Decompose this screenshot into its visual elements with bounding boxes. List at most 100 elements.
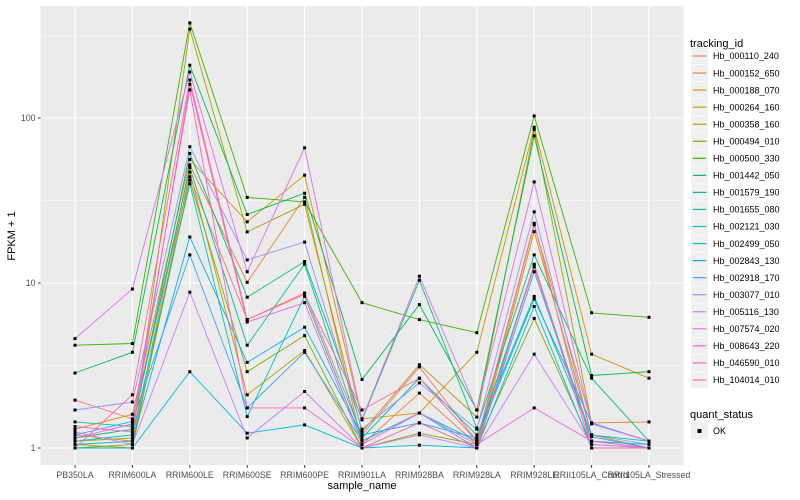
x-tick-label: RRIM600LE xyxy=(166,470,214,480)
x-tick-label: PB350LA xyxy=(56,470,93,480)
data-point xyxy=(303,423,307,427)
legend-label: Hb_000110_240 xyxy=(713,51,779,61)
data-point xyxy=(417,303,421,307)
data-point xyxy=(130,342,134,345)
data-point xyxy=(73,427,77,431)
data-point xyxy=(532,262,536,266)
data-point xyxy=(532,253,536,257)
data-point xyxy=(130,287,134,291)
data-point xyxy=(303,349,307,352)
y-axis-title: FPKM + 1 xyxy=(6,211,18,260)
legend-item-Hb_000494_010: Hb_000494_010 xyxy=(691,133,780,150)
data-point xyxy=(647,443,651,446)
legend-item-Hb_002121_030: Hb_002121_030 xyxy=(691,218,780,235)
data-point xyxy=(417,411,421,415)
data-point xyxy=(532,114,536,118)
legend-label: Hb_000264_160 xyxy=(713,102,780,112)
data-point xyxy=(188,170,192,174)
data-point xyxy=(647,439,651,443)
data-point xyxy=(245,270,249,274)
data-point xyxy=(303,173,307,177)
data-point xyxy=(360,427,364,431)
data-point xyxy=(245,220,249,224)
legend-label: Hb_007574_020 xyxy=(713,324,780,334)
data-point xyxy=(475,443,479,446)
data-point xyxy=(532,180,536,184)
data-point xyxy=(188,21,192,25)
x-tick-label: RRIM928LE xyxy=(510,470,558,480)
data-point xyxy=(532,223,536,227)
data-point xyxy=(532,294,536,298)
data-point xyxy=(360,378,364,381)
data-point xyxy=(475,408,479,412)
data-point xyxy=(303,240,307,244)
data-point xyxy=(188,63,192,67)
legend-label: Hb_002499_050 xyxy=(713,239,780,249)
data-point xyxy=(73,398,77,402)
data-point xyxy=(360,436,364,440)
data-point xyxy=(73,420,77,424)
x-tick-label: RRIM928BA xyxy=(395,470,444,480)
data-point xyxy=(245,318,249,322)
data-point xyxy=(360,430,364,434)
data-point xyxy=(188,253,192,257)
data-point xyxy=(245,343,249,347)
data-point xyxy=(417,365,421,369)
legend-label: Hb_003077_010 xyxy=(713,290,780,300)
data-point xyxy=(417,433,421,437)
data-point xyxy=(73,425,77,428)
legend-label: Hb_000188_070 xyxy=(713,85,780,95)
legend-item-Hb_003077_010: Hb_003077_010 xyxy=(691,286,780,303)
data-point xyxy=(417,278,421,282)
data-point xyxy=(188,70,192,74)
data-point xyxy=(475,415,479,419)
data-point xyxy=(303,350,307,354)
data-point xyxy=(130,446,134,450)
legend-label: Hb_002843_130 xyxy=(713,256,780,266)
data-point xyxy=(303,262,307,266)
data-point xyxy=(130,439,134,443)
data-point xyxy=(188,88,192,92)
data-point xyxy=(130,417,134,421)
data-point xyxy=(360,301,364,305)
data-point xyxy=(188,78,192,82)
data-point xyxy=(360,408,364,412)
data-point xyxy=(73,443,77,446)
legend-item-Hb_000264_160: Hb_000264_160 xyxy=(691,98,780,116)
data-point xyxy=(417,391,421,395)
data-point xyxy=(130,436,134,440)
legend-title-tracking-id: tracking_id xyxy=(690,38,743,50)
data-point xyxy=(590,443,594,446)
data-point xyxy=(647,370,651,374)
data-point xyxy=(532,221,536,225)
data-point xyxy=(73,343,77,347)
data-point xyxy=(475,439,479,443)
legend-item-Hb_005116_130: Hb_005116_130 xyxy=(691,303,779,320)
data-point xyxy=(360,417,364,421)
legend-item-Hb_000500_330: Hb_000500_330 xyxy=(691,150,780,167)
data-point xyxy=(532,406,536,410)
data-point xyxy=(475,427,479,431)
data-point xyxy=(130,430,134,434)
legend-label: Hb_104014_010 xyxy=(713,375,780,385)
data-point xyxy=(303,146,307,150)
data-point xyxy=(245,295,249,299)
data-point xyxy=(73,433,77,437)
data-point xyxy=(303,291,307,295)
legend-item-quant-ok: OK xyxy=(691,422,726,440)
legend-label: Hb_001579_190 xyxy=(713,188,780,198)
data-point xyxy=(303,200,307,204)
data-point xyxy=(417,443,421,447)
data-point xyxy=(532,128,536,132)
legend-label: Hb_000500_330 xyxy=(713,154,780,164)
data-point xyxy=(590,352,594,356)
data-point xyxy=(188,178,192,182)
data-point xyxy=(303,390,307,393)
data-point xyxy=(188,182,192,186)
data-point xyxy=(73,371,77,375)
legend-item-Hb_000152_650: Hb_000152_650 xyxy=(691,64,780,82)
legend-label: Hb_002121_030 xyxy=(713,222,780,232)
data-point xyxy=(360,443,364,446)
data-point xyxy=(245,195,249,199)
